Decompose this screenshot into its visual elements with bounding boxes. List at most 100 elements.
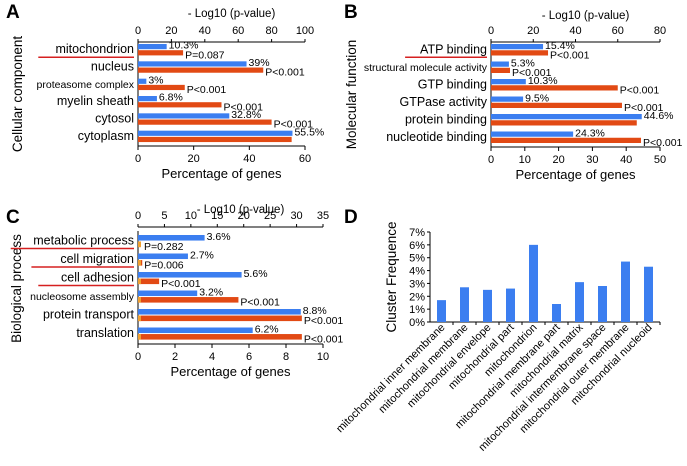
category-label: GTPase activity: [399, 95, 487, 109]
category-label: nucleosome assembly: [30, 291, 135, 303]
x-axis-title: Percentage of genes: [516, 167, 636, 182]
bar-cluster-frequence: [575, 282, 584, 322]
bar-value-label: 10.3%: [169, 40, 199, 52]
bar-value-label: 3.2%: [199, 287, 223, 299]
bar-pvalue: [491, 50, 549, 56]
bar-pvalue: [138, 119, 272, 125]
y-tick-label: 3%: [409, 278, 425, 290]
bar-cluster-frequence: [460, 287, 469, 322]
x-tick-label: 60: [299, 153, 311, 165]
top-tick-label: 60: [232, 25, 244, 37]
bar-pvalue-base: [138, 334, 141, 340]
x-tick-label: 2: [172, 351, 178, 363]
x-tick-label: 40: [243, 153, 255, 165]
top-axis-label: - Log10 (p-value): [542, 10, 630, 22]
bar-value-label: 15.4%: [545, 40, 575, 52]
y-tick-label: 5%: [409, 253, 425, 265]
top-tick-label: 40: [569, 25, 581, 37]
top-tick-label: 25: [264, 210, 276, 222]
bar-value-label: 44.6%: [644, 110, 674, 122]
bar-pvalue: [138, 315, 302, 322]
pvalue-label: P<0.001: [550, 50, 590, 62]
bar-value-label: 8.8%: [303, 305, 327, 317]
x-tick-label: 20: [188, 153, 200, 165]
bar-value-label: 3.6%: [207, 231, 231, 243]
bar-pvalue-base: [138, 315, 141, 322]
top-tick-label: 20: [238, 210, 250, 222]
top-tick-label: 60: [612, 25, 624, 37]
top-tick-label: 80: [265, 25, 277, 37]
category-label: translation: [76, 326, 134, 340]
top-tick-label: 15: [211, 210, 223, 222]
category-label: myelin sheath: [57, 94, 134, 108]
panel-letter-d: D: [344, 207, 358, 228]
x-axis-title: Percentage of genes: [171, 364, 291, 379]
bar-value-label: 39%: [249, 57, 270, 69]
y-tick-label: 1%: [409, 304, 425, 316]
y-tick-label: 6%: [409, 240, 425, 252]
bar-value-label: 6.8%: [159, 92, 183, 104]
category-label: nucleotide binding: [386, 130, 487, 144]
bar-value-label: 10.3%: [528, 75, 558, 87]
bar-percentage: [491, 131, 574, 137]
pvalue-label: P<0.001: [240, 297, 280, 309]
bar-pvalue: [491, 120, 637, 126]
x-tick-label: 0: [135, 351, 141, 363]
bar-percentage: [138, 96, 157, 102]
bar-pvalue: [491, 67, 511, 73]
category-label: mitochondrion: [55, 42, 134, 56]
category-label: mitochondrial membrane: [377, 322, 471, 416]
pvalue-label: P<0.001: [620, 85, 660, 97]
top-tick-label: 20: [165, 25, 177, 37]
bar-pvalue: [138, 50, 184, 56]
bar-pvalue-base: [138, 260, 141, 266]
bar-cluster-frequence: [483, 289, 492, 322]
category-label: cytoplasm: [78, 129, 134, 143]
bar-cluster-frequence: [506, 288, 515, 322]
x-tick-label: 6: [246, 351, 252, 363]
bar-value-label: 9.5%: [525, 92, 549, 104]
bar-value-label: 32.8%: [231, 109, 261, 121]
bar-cluster-frequence: [529, 244, 538, 322]
y-tick-label: 2%: [409, 291, 425, 303]
bar-cluster-frequence: [552, 304, 561, 322]
x-tick-label: 50: [654, 154, 666, 166]
pvalue-label: P<0.001: [304, 334, 344, 346]
bar-value-label: 6.2%: [255, 324, 279, 336]
pvalue-label: P<0.001: [304, 315, 344, 327]
pvalue-label: P=0.006: [144, 260, 184, 272]
pvalue-label: P<0.001: [274, 119, 314, 131]
bar-value-label: 5.3%: [511, 57, 535, 69]
bar-cluster-frequence: [437, 300, 446, 322]
y-tick-label: 0%: [409, 317, 425, 329]
panel-letter-c: C: [6, 207, 20, 228]
category-label: protein binding: [405, 112, 487, 126]
panel-letter-b: B: [344, 2, 358, 23]
top-tick-label: 35: [317, 210, 329, 222]
category-label: ATP binding: [420, 42, 487, 56]
y-tick-label: 7%: [409, 227, 425, 239]
bar-pvalue: [138, 278, 160, 285]
bar-pvalue: [491, 137, 641, 143]
bar-percentage: [138, 253, 188, 260]
bar-pvalue: [138, 84, 185, 91]
top-tick-label: 100: [296, 25, 314, 37]
top-tick-label: 0: [135, 210, 141, 222]
bar-percentage: [491, 96, 524, 102]
y-tick-label: 4%: [409, 266, 425, 278]
x-tick-label: 8: [283, 351, 289, 363]
y-axis-title: Cluster Frequence: [384, 221, 399, 332]
bar-pvalue: [491, 102, 622, 108]
top-axis-label: - Log10 (p-value): [197, 204, 285, 216]
bar-percentage: [491, 79, 526, 85]
bar-pvalue-base: [138, 241, 141, 248]
x-axis-title: Percentage of genes: [162, 166, 282, 181]
top-axis-label: - Log10 (p-value): [188, 8, 276, 20]
top-tick-label: 10: [185, 210, 197, 222]
bar-percentage: [138, 290, 198, 297]
bar-value-label: 3%: [148, 74, 163, 86]
bar-percentage: [138, 44, 167, 50]
x-tick-label: 30: [586, 154, 598, 166]
bar-pvalue-base: [138, 278, 141, 285]
